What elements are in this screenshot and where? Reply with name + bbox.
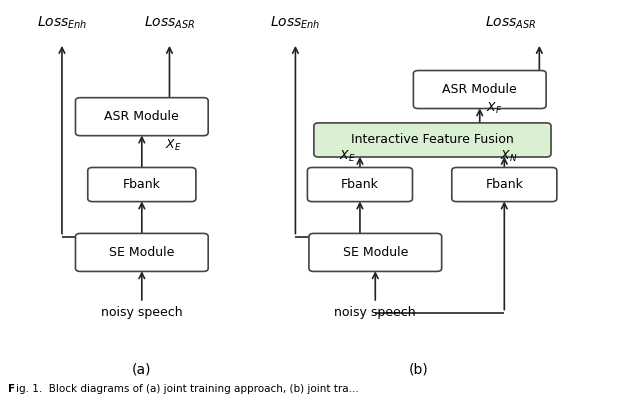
FancyBboxPatch shape xyxy=(76,98,208,136)
FancyBboxPatch shape xyxy=(452,168,557,202)
FancyBboxPatch shape xyxy=(413,71,546,109)
FancyBboxPatch shape xyxy=(309,234,442,271)
Text: Interactive Feature Fusion: Interactive Feature Fusion xyxy=(351,133,514,146)
Text: Fbank: Fbank xyxy=(123,178,161,191)
Text: $Loss_{Enh}$: $Loss_{Enh}$ xyxy=(270,15,321,32)
Text: Fbank: Fbank xyxy=(485,178,524,191)
Text: ig. 1.  Block diagrams of (a) joint training approach, (b) joint tra...: ig. 1. Block diagrams of (a) joint train… xyxy=(16,384,358,394)
Text: (a): (a) xyxy=(132,362,152,377)
Text: $X_F$: $X_F$ xyxy=(486,101,502,116)
Text: SE Module: SE Module xyxy=(109,246,175,259)
Text: $Loss_{ASR}$: $Loss_{ASR}$ xyxy=(144,15,195,32)
Text: SE Module: SE Module xyxy=(342,246,408,259)
FancyBboxPatch shape xyxy=(76,234,208,271)
Text: $X_N$: $X_N$ xyxy=(500,149,517,164)
Text: ASR Module: ASR Module xyxy=(104,110,179,123)
Text: Fbank: Fbank xyxy=(341,178,379,191)
Text: ASR Module: ASR Module xyxy=(442,83,517,96)
Text: noisy speech: noisy speech xyxy=(101,306,182,319)
Text: F: F xyxy=(8,384,15,394)
Text: noisy speech: noisy speech xyxy=(335,306,416,319)
FancyBboxPatch shape xyxy=(307,168,412,202)
Text: $X_E$: $X_E$ xyxy=(339,149,356,164)
Text: (b): (b) xyxy=(408,362,428,377)
FancyBboxPatch shape xyxy=(314,123,551,157)
Text: $Loss_{ASR}$: $Loss_{ASR}$ xyxy=(484,15,536,32)
Text: $Loss_{Enh}$: $Loss_{Enh}$ xyxy=(36,15,87,32)
Text: $X_E$: $X_E$ xyxy=(165,138,182,153)
FancyBboxPatch shape xyxy=(88,168,196,202)
